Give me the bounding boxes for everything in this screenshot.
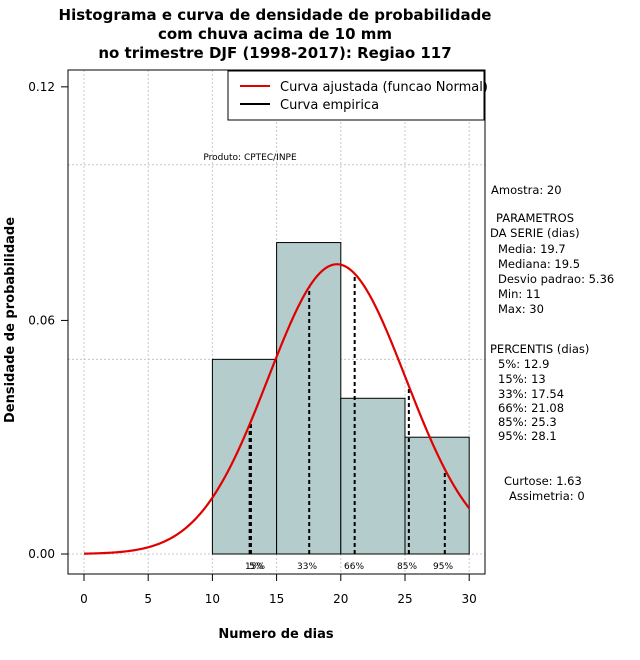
- x-tick-label-4: 20: [333, 592, 348, 606]
- percentile-labels: 15% 5% 33% 66% 85% 95%: [245, 562, 453, 572]
- x-tick-label-1: 5: [144, 592, 152, 606]
- y-tick-label-1: 0.06: [28, 313, 55, 327]
- percentile-lines: [248, 273, 446, 554]
- chart-title-line-3: no trimestre DJF (1998-2017): Regiao 117: [98, 44, 451, 62]
- normal-curve: [83, 263, 471, 555]
- y-axis: 0.00 0.06 0.12: [28, 80, 69, 561]
- histogram-bar-3: [404, 436, 470, 555]
- stat-max: Max: 30: [498, 302, 544, 316]
- product-note: Produto: CPTEC/INPE: [203, 153, 297, 163]
- stat-desvio: Desvio padrao: 5.36: [498, 272, 614, 286]
- percentil-85: 85%: 25.3: [498, 415, 557, 429]
- percentil-33: 33%: 17.54: [498, 387, 564, 401]
- percentile-label-85: 85%: [397, 562, 417, 572]
- normal-curve-group: [83, 263, 471, 555]
- percentis-title: PERCENTIS (dias): [490, 342, 589, 356]
- percentil-66: 66%: 21.08: [498, 401, 564, 415]
- curtose: Curtose: 1.63: [504, 474, 582, 488]
- histogram-bars: [211, 242, 470, 555]
- params-title-1: PARAMETROS: [496, 211, 574, 225]
- x-tick-label-0: 0: [80, 592, 88, 606]
- legend: Curva ajustada (funcao Normal) Curva emp…: [227, 70, 488, 121]
- percentile-label-95: 95%: [433, 562, 453, 572]
- params-title-2: DA SERIE (dias): [490, 226, 580, 240]
- stat-mediana: Mediana: 19.5: [498, 257, 580, 271]
- percentil-15: 15%: 13: [498, 372, 546, 386]
- x-tick-label-3: 15: [269, 592, 284, 606]
- percentile-label-5: 5%: [249, 562, 264, 572]
- legend-label-empirical: Curva empirica: [280, 98, 379, 113]
- legend-label-normal: Curva ajustada (funcao Normal): [280, 80, 488, 95]
- side-panel: Amostra: 20 PARAMETROS DA SERIE (dias) M…: [490, 183, 614, 503]
- x-axis: 0 5 10 15 20 25 30: [80, 573, 477, 606]
- histogram-bar-0: [211, 358, 278, 555]
- histogram-bar-2: [340, 397, 406, 555]
- percentile-label-66: 66%: [344, 562, 364, 572]
- x-tick-label-2: 10: [205, 592, 220, 606]
- stat-media: Media: 19.7: [498, 242, 566, 256]
- legend-box: [227, 70, 485, 121]
- assimetria: Assimetria: 0: [509, 489, 585, 503]
- chart-title-line-2: com chuva acima de 10 mm: [158, 25, 392, 43]
- x-axis-label: Numero de dias: [218, 627, 334, 642]
- y-axis-label: Densidade de probabilidade: [3, 217, 18, 423]
- y-tick-label-0: 0.00: [28, 547, 55, 561]
- percentil-95: 95%: 28.1: [498, 429, 557, 443]
- stat-min: Min: 11: [498, 287, 541, 301]
- sample-size: Amostra: 20: [491, 183, 562, 197]
- percentile-label-15: 15%: [245, 562, 265, 572]
- percentile-label-33: 33%: [297, 562, 317, 572]
- x-tick-label-5: 25: [397, 592, 412, 606]
- x-tick-label-6: 30: [462, 592, 477, 606]
- chart-title-line-1: Histograma e curva de densidade de proba…: [59, 6, 492, 24]
- percentil-5: 5%: 12.9: [498, 357, 549, 371]
- y-tick-label-2: 0.12: [28, 80, 55, 94]
